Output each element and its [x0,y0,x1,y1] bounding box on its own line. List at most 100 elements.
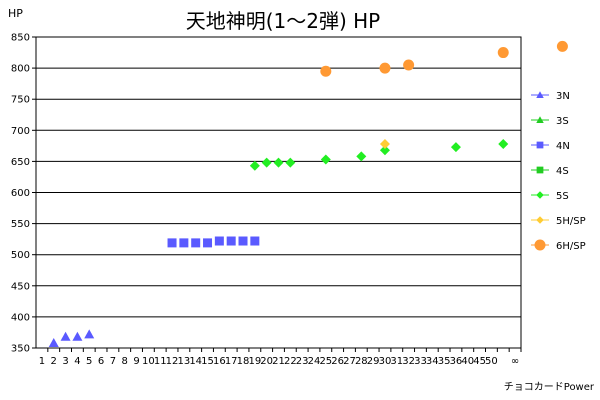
y-tick-label: 700 [11,126,30,137]
x-tick-label: 40 [461,356,474,367]
x-tick-label: 20 [260,356,273,367]
legend-label: 3N [556,91,570,102]
y-tick-label: 800 [11,64,30,75]
point-5s [498,138,509,149]
x-tick-label: 29 [367,356,380,367]
legend-item-5h-sp: 5H/SP [531,216,586,227]
legend-marker [536,216,544,224]
point-3n [60,331,71,341]
y-tick-label: 400 [11,312,30,323]
point-6h-sp [497,47,509,59]
point-5s [450,142,461,153]
y-tick-label: 500 [11,250,30,261]
point-4n [167,238,177,248]
x-tick-label: 21 [272,356,285,367]
x-tick-label: 13 [177,356,190,367]
point-5s [249,160,260,171]
point-5h-sp [379,138,390,149]
y-tick-label: 750 [11,95,30,106]
legend-marker [536,91,544,98]
y-tick-label: 850 [11,33,30,44]
legend-marker [534,239,546,251]
x-tick-label: 34 [426,356,439,367]
y-tick-label: 450 [11,281,30,292]
x-tick-label: 25 [319,356,332,367]
x-tick-label: 14 [189,356,202,367]
x-tick-label: 12 [166,356,179,367]
x-tick-label: 28 [355,356,368,367]
x-tick-label: 1 [39,356,45,367]
x-tick-label: 31 [390,356,403,367]
point-4n [179,238,189,248]
point-6h-sp [556,40,568,52]
x-tick-label: 4 [74,356,80,367]
x-tick-label: 16 [213,356,226,367]
point-4n [214,236,224,246]
x-tick-label: 15 [201,356,214,367]
x-tick-label: 35 [438,356,451,367]
legend-item-4s: 4S [531,166,569,177]
point-4n [250,236,260,246]
legend-marker [536,116,544,123]
point-5s [356,151,367,162]
y-tick-label: 600 [11,188,30,199]
legend-label: 4N [556,141,570,152]
x-axis-label: チョコカードPower [504,381,595,393]
x-tick-label: 11 [154,356,167,367]
legend-marker [536,191,544,199]
point-5s [285,157,296,168]
y-tick-label: 550 [11,219,30,230]
data-points [48,40,568,348]
point-4n [191,238,201,248]
point-3n [72,331,83,341]
point-5s [261,157,272,168]
point-4n [203,238,213,248]
legend-item-5s: 5S [531,191,569,202]
legend-label: 5H/SP [556,216,586,227]
point-3n [84,329,95,339]
x-tick-label: 45 [473,356,486,367]
legend: 3N 3S 4N 4S 5S 5H/SP 6H/SP [531,91,586,252]
x-tick-label: 17 [225,356,238,367]
point-5s [379,145,390,156]
x-tick-label: 3 [62,356,68,367]
point-6h-sp [320,65,332,77]
y-axis-label: HP [8,7,23,20]
x-tick-label: 8 [122,356,128,367]
x-tick-label: 24 [308,356,321,367]
x-tick-label: 18 [237,356,250,367]
chart-title: 天地神明(1～2弾) HP [186,9,381,33]
point-5s [320,154,331,165]
y-tick-label: 650 [11,157,30,168]
x-tick-label: ∞ [511,356,519,367]
legend-item-6h-sp: 6H/SP [531,239,586,252]
x-tick-label: 2 [51,356,57,367]
legend-marker [536,166,544,174]
x-tick-label: 6 [98,356,104,367]
x-tick-label: 36 [450,356,463,367]
legend-item-3s: 3S [531,116,569,127]
point-4n [238,236,248,246]
y-tick-label: 350 [11,344,30,355]
legend-label: 4S [556,166,569,177]
legend-label: 6H/SP [556,241,586,252]
x-tick-label: 26 [331,356,344,367]
x-tick-label: 19 [248,356,261,367]
point-5s [273,157,284,168]
x-tick-label: 5 [86,356,92,367]
x-tick-label: 33 [414,356,427,367]
x-tick-label: 22 [284,356,297,367]
point-3n [48,338,59,348]
x-tick-label: 7 [110,356,116,367]
x-tick-label: 23 [296,356,309,367]
point-6h-sp [379,62,391,74]
legend-marker [536,141,544,149]
point-4n [226,236,236,246]
legend-label: 3S [556,116,569,127]
point-6h-sp [403,59,415,71]
gridlines [36,67,521,318]
x-tick-label: 27 [343,356,356,367]
x-tick-label: 30 [379,356,392,367]
x-tick-label: 9 [133,356,139,367]
